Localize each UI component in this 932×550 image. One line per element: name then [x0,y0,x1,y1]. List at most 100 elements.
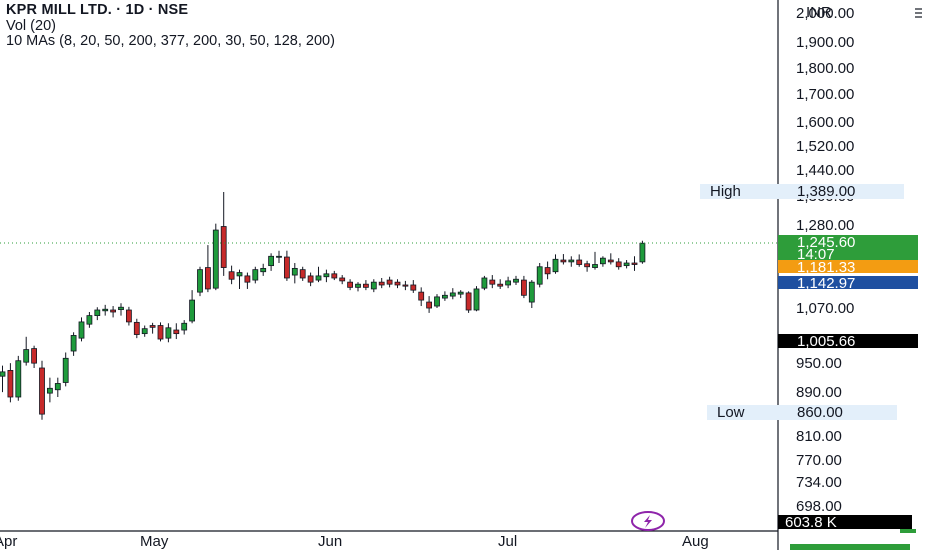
candle [299,266,306,281]
low-marker: Low 860.00 [707,404,897,421]
candle-body-down [394,281,401,286]
candle-body-up [639,242,646,263]
candle-body-down [149,325,156,328]
candle-body-up [181,322,188,331]
candle [623,260,630,269]
candle-body-up [536,266,543,285]
candle-body-down [615,261,622,268]
black-price-tag: 1,005.66 [778,333,918,350]
price-tick-label: 1,070.00 [796,300,854,317]
candle [639,240,646,264]
candle [47,377,53,403]
candle-body-up [47,387,53,394]
chart-legend[interactable]: KPR MILL LTD. · 1D · NSE Vol (20) 10 MAs… [6,2,335,50]
candle-body-down [204,267,211,290]
candle-body-up [276,255,282,258]
candle [386,276,393,288]
candle-body-down [110,309,116,313]
candle-body-down [39,367,45,415]
month-label-jun: Jun [318,533,342,550]
candle-body-up [600,257,606,265]
candle [378,277,385,289]
price-tick-label: 1,520.00 [796,138,854,155]
time-axis[interactable]: Apr May Jun Jul Aug [0,533,709,550]
candle [7,363,14,403]
candle-body-up [315,275,322,281]
candle-body-up [552,258,559,273]
candle [220,192,227,276]
candle [70,332,77,356]
candle-body-down [465,292,472,311]
candle [189,290,196,324]
candle [315,266,322,283]
candle [283,250,290,281]
candle-body-down [347,281,354,288]
high-value: 1,389.00 [797,183,855,200]
candle-body-up [260,267,267,273]
candle [489,275,496,289]
candle [181,320,188,335]
candle-body-up [268,255,275,267]
candle [323,269,330,283]
candle [528,280,535,309]
candle [418,287,425,307]
bottom-green-strip [790,544,910,550]
candle-body-down [489,279,496,285]
candle [133,318,140,339]
candle-body-up [86,315,93,325]
candle [362,280,369,291]
volume-indicator-label[interactable]: Vol (20) [6,17,56,34]
candle-body-up [370,281,377,290]
candle [347,279,354,291]
high-marker: High 1,389.00 [700,183,904,200]
candle-body-up [165,327,172,339]
candle-body-down [560,259,567,263]
month-label-may: May [140,533,169,550]
candle-body-up [481,277,488,289]
symbol-title[interactable]: KPR MILL LTD. · 1D · NSE [6,2,189,18]
candle [544,261,551,280]
low-label: Low [717,404,745,421]
candle [370,279,377,293]
lightning-icon[interactable] [631,511,665,531]
candle-body-up [94,309,101,317]
orange-tag-value: 1,181.33 [797,259,855,276]
candle [62,352,69,387]
settings-icon[interactable] [915,8,922,18]
price-tick-label: 890.00 [796,384,842,401]
month-label-jul: Jul [498,533,517,550]
price-tick-label: 2,000.00 [796,5,854,22]
candle-body-down [576,259,583,265]
currency-label: INR [806,4,832,21]
moving-averages-label[interactable]: 10 MAs (8, 20, 50, 200, 377, 200, 30, 50… [6,33,335,49]
candle-body-up [70,335,77,352]
candle [505,276,512,289]
candle [31,345,38,368]
candle [607,253,614,265]
candle [552,254,559,274]
candle [600,256,606,267]
candle [54,377,61,397]
month-label-apr: Apr [0,533,17,550]
candle-body-up [0,371,6,377]
candle [165,323,172,343]
candle [204,245,211,293]
candle-body-up [505,280,512,286]
candle [260,263,267,276]
candle-body-up [568,259,575,263]
candle-body-down [418,291,425,301]
candle-body-up [252,269,259,281]
price-tick-label: 950.00 [796,355,842,372]
candle [197,266,203,297]
candle [94,307,101,321]
candle-body-up [15,360,22,398]
candle [441,291,448,301]
candle-body-up [197,269,203,293]
candle [244,272,251,289]
candle [568,256,575,267]
blue-price-tag: 1,142.97 [778,275,918,292]
candle [576,254,583,267]
candle-body-down [7,370,14,398]
candle-body-up [449,292,456,297]
